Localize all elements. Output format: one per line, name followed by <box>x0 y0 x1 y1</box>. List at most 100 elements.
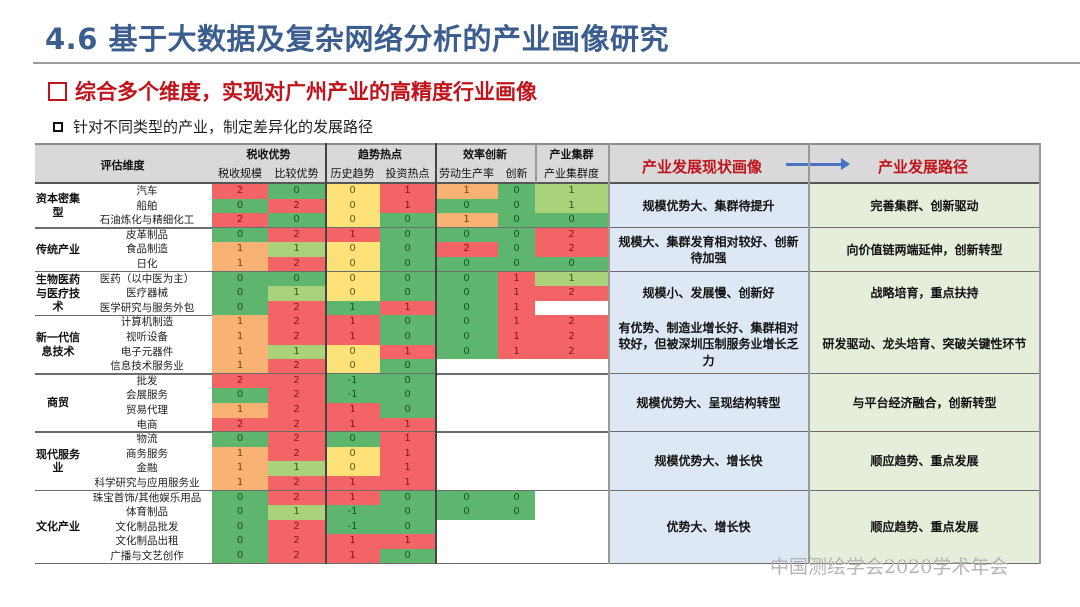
score-cell: 1 <box>535 271 608 287</box>
industry-label: 珠宝首饰/其他娱乐用品 <box>92 491 202 504</box>
score-cell: 0 <box>325 198 380 214</box>
col-header-innovation: 创新 <box>505 167 528 180</box>
industry-label: 批发 <box>136 374 158 387</box>
score-cell: 0 <box>268 271 325 287</box>
development-path: 战略培育，重点扶持 <box>809 271 1040 316</box>
score-cell: 2 <box>212 213 268 228</box>
score-cell: 1 <box>498 300 535 316</box>
score-cell: 0 <box>535 213 608 228</box>
industry-label: 文化制品批发 <box>115 520 179 533</box>
score-cell: 2 <box>268 373 325 389</box>
score-cell: 1 <box>498 315 535 330</box>
dimension-header: 评估维度 <box>100 159 145 172</box>
status-portrait: 规模优势大、增长快 <box>609 432 808 491</box>
bullet-point: 针对不同类型的产业，制定差异化的发展路径 <box>53 116 373 137</box>
score-cell: 0 <box>498 213 535 228</box>
score-cell: 0 <box>435 227 498 243</box>
right-arrow-icon <box>786 158 850 170</box>
category-label: 新一代信息技术 <box>36 330 80 358</box>
column-divider <box>608 143 610 564</box>
score-cell: 0 <box>435 505 498 520</box>
status-portrait: 优势大、增长快 <box>609 490 808 564</box>
score-cell: 0 <box>498 184 535 199</box>
score-cell: 0 <box>435 271 498 287</box>
score-cell: 1 <box>380 534 435 549</box>
score-cell: 1 <box>380 432 435 447</box>
category-label: 商贸 <box>47 396 69 410</box>
score-cell: 0 <box>435 490 498 506</box>
industry-label: 医疗器械 <box>126 287 168 300</box>
score-cell: 0 <box>435 330 498 345</box>
score-cell: 0 <box>380 271 435 287</box>
status-portrait: 有优势、制造业增长好、集群相对较好，但被深圳压制服务业增长乏力 <box>609 315 808 374</box>
col-header-cluster-degree: 产业集群度 <box>544 167 599 180</box>
score-cell: 1 <box>325 227 380 243</box>
score-cell: -1 <box>325 505 380 520</box>
score-cell: 1 <box>268 461 325 476</box>
score-cell: 2 <box>212 184 268 199</box>
category-label: 文化产业 <box>36 520 80 534</box>
industry-label: 会展服务 <box>126 389 168 402</box>
score-cell: 0 <box>325 432 380 447</box>
score-cell: 2 <box>268 519 325 535</box>
industry-label: 医学研究与服务外包 <box>99 301 195 314</box>
score-cell: 1 <box>380 198 435 214</box>
score-cell: 0 <box>380 257 435 272</box>
score-cell: 0 <box>380 549 435 564</box>
score-cell: 0 <box>212 519 268 535</box>
score-cell: 0 <box>268 213 325 228</box>
development-path: 向价值链两端延伸，创新转型 <box>809 227 1040 272</box>
score-cell: 0 <box>212 271 268 287</box>
group-divider <box>35 562 1040 565</box>
score-cell: 2 <box>268 330 325 345</box>
score-cell: 2 <box>268 549 325 564</box>
score-cell: 0 <box>380 505 435 520</box>
table-header-background <box>35 143 1040 183</box>
score-cell: 1 <box>380 461 435 476</box>
score-cell: 2 <box>535 286 608 301</box>
score-cell: 1 <box>380 184 435 199</box>
category-label: 现代服务业 <box>36 447 80 475</box>
score-cell: 0 <box>212 388 268 403</box>
score-cell: 1 <box>212 476 268 491</box>
column-divider <box>1039 143 1041 564</box>
score-cell: 1 <box>268 286 325 301</box>
industry-label: 体育制品 <box>126 506 168 519</box>
score-cell: 2 <box>268 446 325 462</box>
development-path: 顺应趋势、重点发展 <box>809 432 1040 491</box>
score-cell: 0 <box>268 184 325 199</box>
score-cell: 0 <box>380 359 435 374</box>
industry-label: 汽车 <box>136 185 158 197</box>
score-cell: 0 <box>380 490 435 506</box>
industry-label: 石油炼化与精细化工 <box>99 214 195 227</box>
score-cell: 0 <box>435 344 498 360</box>
score-cell: 2 <box>535 315 608 330</box>
score-cell: 1 <box>212 461 268 476</box>
group-header-trend: 趋势热点 <box>358 148 402 161</box>
score-cell: 0 <box>380 315 435 330</box>
group-divider <box>35 431 1040 433</box>
score-cell: 1 <box>535 184 608 199</box>
category-label: 生物医药与医疗技术 <box>36 272 80 314</box>
column-divider <box>435 143 437 564</box>
score-cell: 0 <box>325 446 380 462</box>
score-cell: 1 <box>325 315 380 330</box>
score-cell: -1 <box>325 388 380 403</box>
col-header-tax-scale: 税收规模 <box>218 167 262 180</box>
score-cell: 1 <box>268 344 325 360</box>
watermark: 中国测绘学会2020学术年会 <box>770 556 1009 578</box>
industry-label: 船舶 <box>136 199 158 212</box>
status-portrait: 规模小、发展慢、创新好 <box>609 271 808 316</box>
score-cell: 1 <box>212 330 268 345</box>
score-cell: 0 <box>325 461 380 476</box>
industry-label: 食品制造 <box>126 243 168 256</box>
col-header-comparative: 比较优势 <box>274 167 319 180</box>
score-cell: 1 <box>212 315 268 330</box>
score-cell: 2 <box>435 242 498 257</box>
development-path: 顺应趋势、重点发展 <box>809 490 1040 564</box>
score-cell: 0 <box>380 388 435 403</box>
score-cell: 2 <box>268 315 325 330</box>
column-divider <box>325 143 327 564</box>
score-cell: 2 <box>268 476 325 491</box>
score-cell: 2 <box>535 330 608 345</box>
